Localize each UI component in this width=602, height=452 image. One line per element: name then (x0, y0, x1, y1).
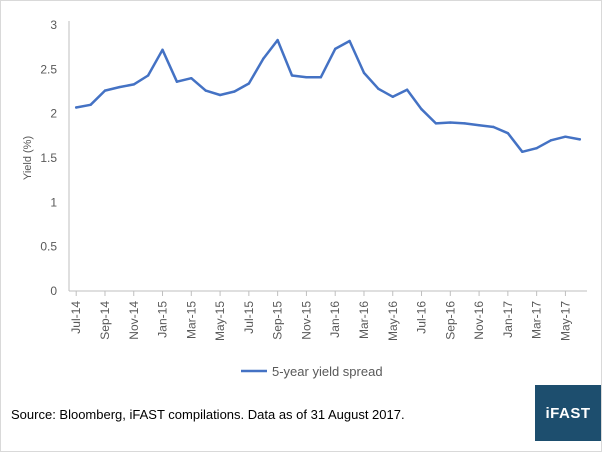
data-point (348, 39, 351, 43)
data-point (333, 47, 337, 51)
x-tick-label: Jan-17 (501, 301, 515, 338)
y-tick-label: 1 (50, 195, 57, 209)
data-point (161, 48, 164, 52)
data-point (564, 135, 567, 138)
data-point (118, 85, 121, 89)
y-tick-label: 2.5 (40, 62, 57, 76)
y-tick-label: 2 (50, 107, 57, 121)
data-point (247, 82, 251, 85)
data-point (103, 89, 107, 92)
x-tick-label: Sep-15 (271, 301, 285, 340)
x-tick-label: Jul-14 (69, 301, 83, 334)
data-point (506, 131, 510, 135)
x-tick-label: Jan-15 (156, 301, 170, 338)
data-point (319, 76, 323, 79)
data-point (276, 38, 279, 42)
y-tick-label: 0.5 (40, 240, 57, 254)
data-point (434, 122, 438, 125)
x-tick-label: Sep-16 (443, 301, 457, 340)
data-point (74, 106, 78, 109)
data-point (305, 76, 308, 79)
source-note: Source: Bloomberg, iFAST compilations. D… (11, 407, 405, 422)
x-tick-label: Sep-14 (98, 301, 112, 340)
data-point (204, 89, 207, 92)
x-tick-label: Jul-15 (242, 301, 256, 334)
x-tick-label: Mar-15 (184, 301, 198, 339)
y-tick-label: 1.5 (40, 151, 57, 165)
x-tick-label: Mar-17 (530, 301, 544, 339)
x-tick-label: Nov-16 (472, 301, 486, 340)
x-tick-label: Jul-16 (415, 301, 429, 334)
data-point (262, 57, 265, 60)
series-line (74, 38, 582, 154)
x-tick-label: May-17 (558, 301, 572, 341)
data-point (578, 138, 582, 141)
data-point (175, 80, 179, 83)
data-point (405, 88, 409, 91)
data-point (463, 122, 466, 125)
x-tick-label: Jan-16 (328, 301, 342, 338)
data-point (391, 95, 394, 99)
x-tick-label: Nov-14 (127, 301, 141, 340)
data-point (377, 87, 380, 91)
data-point (132, 83, 135, 86)
data-point (477, 123, 481, 127)
ifast-logo: iFAST (535, 385, 601, 441)
y-tick-label: 0 (50, 284, 57, 298)
data-point (362, 71, 366, 75)
data-point (492, 125, 495, 129)
data-point (449, 121, 452, 124)
logo-text: iFAST (545, 404, 591, 422)
data-point (218, 93, 222, 97)
data-point (89, 103, 92, 107)
x-tick-label: Mar-16 (357, 301, 371, 339)
data-point (549, 139, 553, 142)
data-point (233, 90, 236, 93)
y-axis-title: Yield (%) (22, 136, 34, 180)
data-point (521, 150, 524, 153)
data-point (420, 108, 423, 111)
data-point (290, 74, 294, 77)
data-point (190, 77, 193, 80)
legend-label: 5-year yield spread (272, 364, 383, 379)
x-tick-label: May-15 (213, 301, 227, 341)
y-tick-label: 3 (50, 18, 57, 32)
x-tick-label: May-16 (386, 301, 400, 341)
data-point (146, 74, 150, 77)
data-point (535, 147, 538, 150)
x-tick-label: Nov-15 (299, 301, 313, 340)
